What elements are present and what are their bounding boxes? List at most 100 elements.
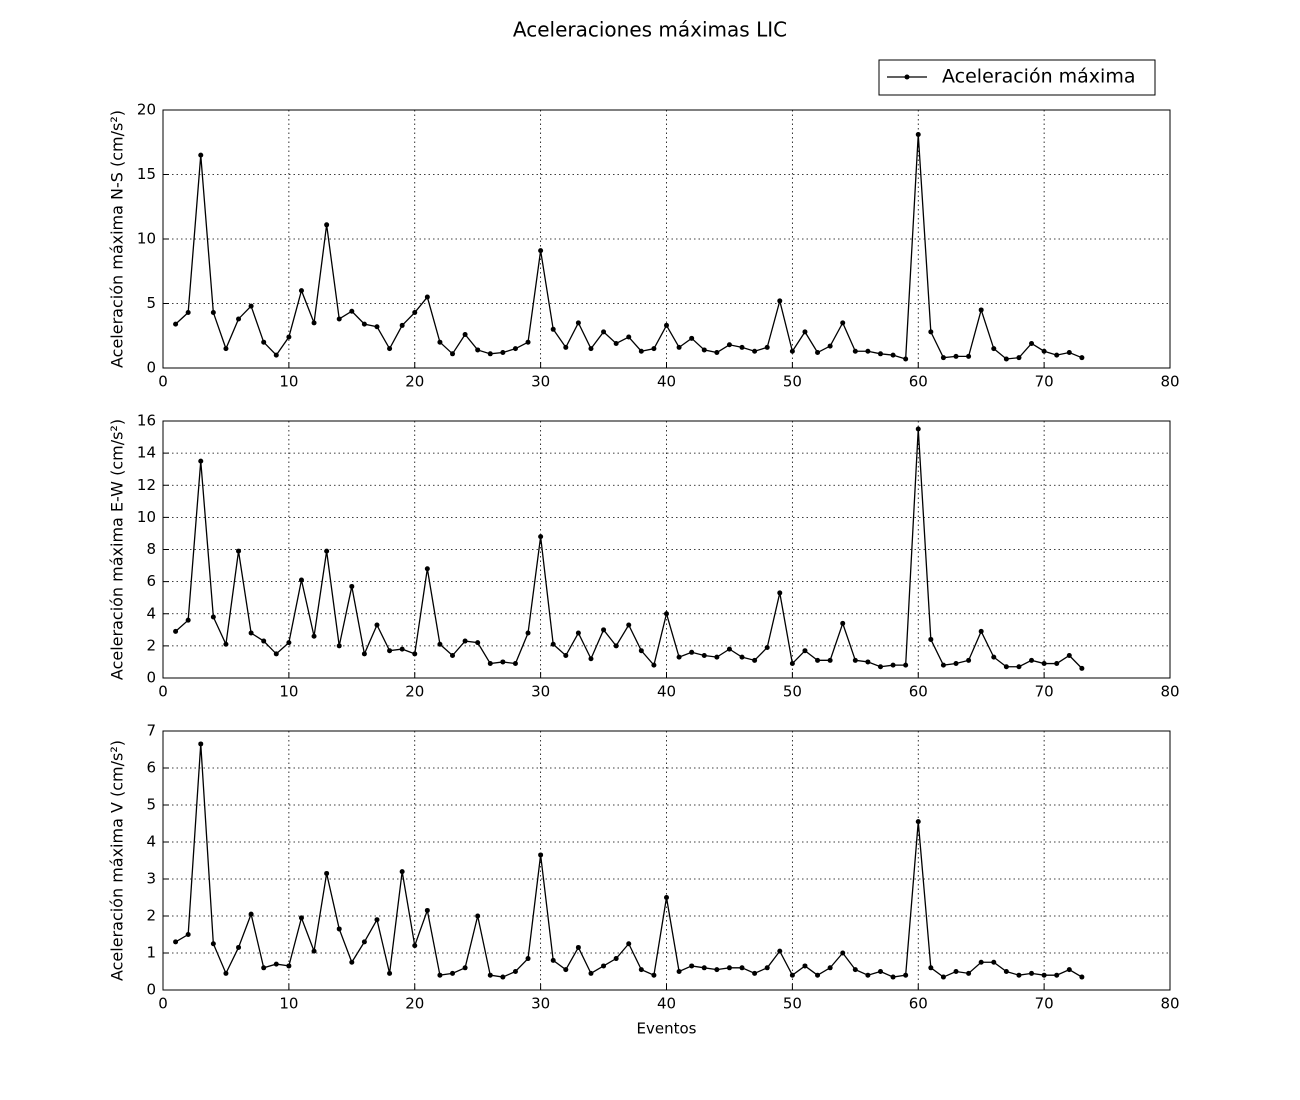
legend-marker: [904, 74, 910, 80]
data-point: [991, 346, 997, 352]
x-tick-label: 20: [405, 373, 424, 391]
data-point: [752, 657, 758, 663]
x-tick-label: 30: [531, 373, 550, 391]
y-axis-label: Aceleración máxima N-S (cm/s²): [108, 110, 127, 368]
data-point: [185, 617, 191, 623]
data-point: [940, 662, 946, 668]
data-point: [689, 963, 695, 969]
data-point: [865, 659, 871, 665]
data-point: [865, 972, 871, 978]
x-tick-label: 20: [405, 995, 424, 1013]
data-point: [877, 664, 883, 670]
data-point: [210, 941, 216, 947]
data-point: [714, 350, 720, 356]
data-point: [701, 965, 707, 971]
y-tick-label: 4: [146, 604, 156, 622]
data-point: [676, 969, 682, 974]
data-point: [953, 661, 959, 667]
data-point: [777, 590, 783, 596]
data-point: [361, 651, 367, 657]
data-point: [173, 628, 179, 634]
data-point: [588, 656, 594, 662]
figure-title: Aceleraciones máximas LIC: [513, 18, 787, 42]
data-point: [613, 340, 619, 346]
data-point: [638, 967, 644, 973]
data-point: [1016, 664, 1022, 670]
data-point: [450, 970, 456, 976]
data-point: [450, 653, 456, 659]
data-point: [286, 640, 292, 646]
x-tick-label: 70: [1035, 995, 1054, 1013]
data-point: [877, 969, 883, 974]
data-point: [626, 941, 632, 947]
legend-box: [878, 59, 1156, 96]
data-point: [525, 630, 531, 636]
data-point: [1066, 967, 1072, 973]
data-point: [311, 320, 317, 326]
data-point: [714, 654, 720, 660]
x-tick-label: 30: [531, 683, 550, 701]
data-point: [487, 661, 493, 667]
data-point: [261, 339, 267, 345]
data-point: [752, 970, 758, 976]
data-point: [374, 917, 380, 923]
data-point: [412, 310, 418, 316]
data-point: [626, 334, 632, 340]
data-point: [500, 350, 506, 356]
data-point: [286, 963, 292, 969]
plot-frame: [162, 730, 1171, 991]
data-point: [248, 911, 254, 917]
data-point: [714, 967, 720, 973]
data-point: [1029, 970, 1035, 976]
data-point: [739, 344, 745, 350]
data-point: [437, 972, 443, 978]
y-tick-label: 0: [146, 981, 156, 999]
data-point: [1054, 661, 1060, 667]
x-tick-label: 10: [279, 373, 298, 391]
x-tick-label: 80: [1160, 995, 1179, 1013]
y-tick-label: 6: [146, 759, 156, 777]
data-point: [550, 641, 556, 647]
data-point: [324, 548, 330, 554]
data-point: [1016, 355, 1022, 361]
data-point: [588, 346, 594, 352]
data-point: [336, 643, 342, 649]
plot-frame: [162, 109, 1171, 369]
data-point: [978, 628, 984, 634]
data-point: [764, 644, 770, 650]
data-point: [827, 657, 833, 663]
data-point: [1066, 350, 1072, 356]
y-tick-label: 15: [137, 165, 156, 183]
data-point: [689, 649, 695, 655]
y-tick-label: 1: [146, 944, 156, 962]
data-point: [223, 641, 229, 647]
data-point: [1041, 661, 1047, 667]
data-point: [726, 646, 732, 652]
data-point: [387, 648, 393, 654]
data-point: [626, 622, 632, 628]
data-point: [1054, 972, 1060, 978]
x-axis-label: Eventos: [637, 1020, 697, 1038]
data-point: [915, 132, 921, 138]
data-point: [1054, 352, 1060, 358]
data-point: [236, 944, 242, 950]
data-point: [928, 636, 934, 642]
data-point: [273, 961, 279, 967]
y-tick-label: 10: [137, 230, 156, 248]
y-tick-label: 2: [146, 907, 156, 925]
x-tick-label: 70: [1035, 683, 1054, 701]
data-point: [550, 326, 556, 332]
data-point: [940, 974, 946, 980]
data-point: [437, 641, 443, 647]
data-point: [185, 310, 191, 316]
data-point: [789, 348, 795, 354]
data-point: [412, 651, 418, 657]
data-point: [298, 288, 304, 294]
data-point: [601, 627, 607, 633]
data-point: [223, 346, 229, 352]
data-point: [298, 577, 304, 583]
data-point: [424, 294, 430, 300]
data-point: [575, 944, 581, 950]
data-point: [726, 342, 732, 348]
data-point: [512, 661, 518, 667]
